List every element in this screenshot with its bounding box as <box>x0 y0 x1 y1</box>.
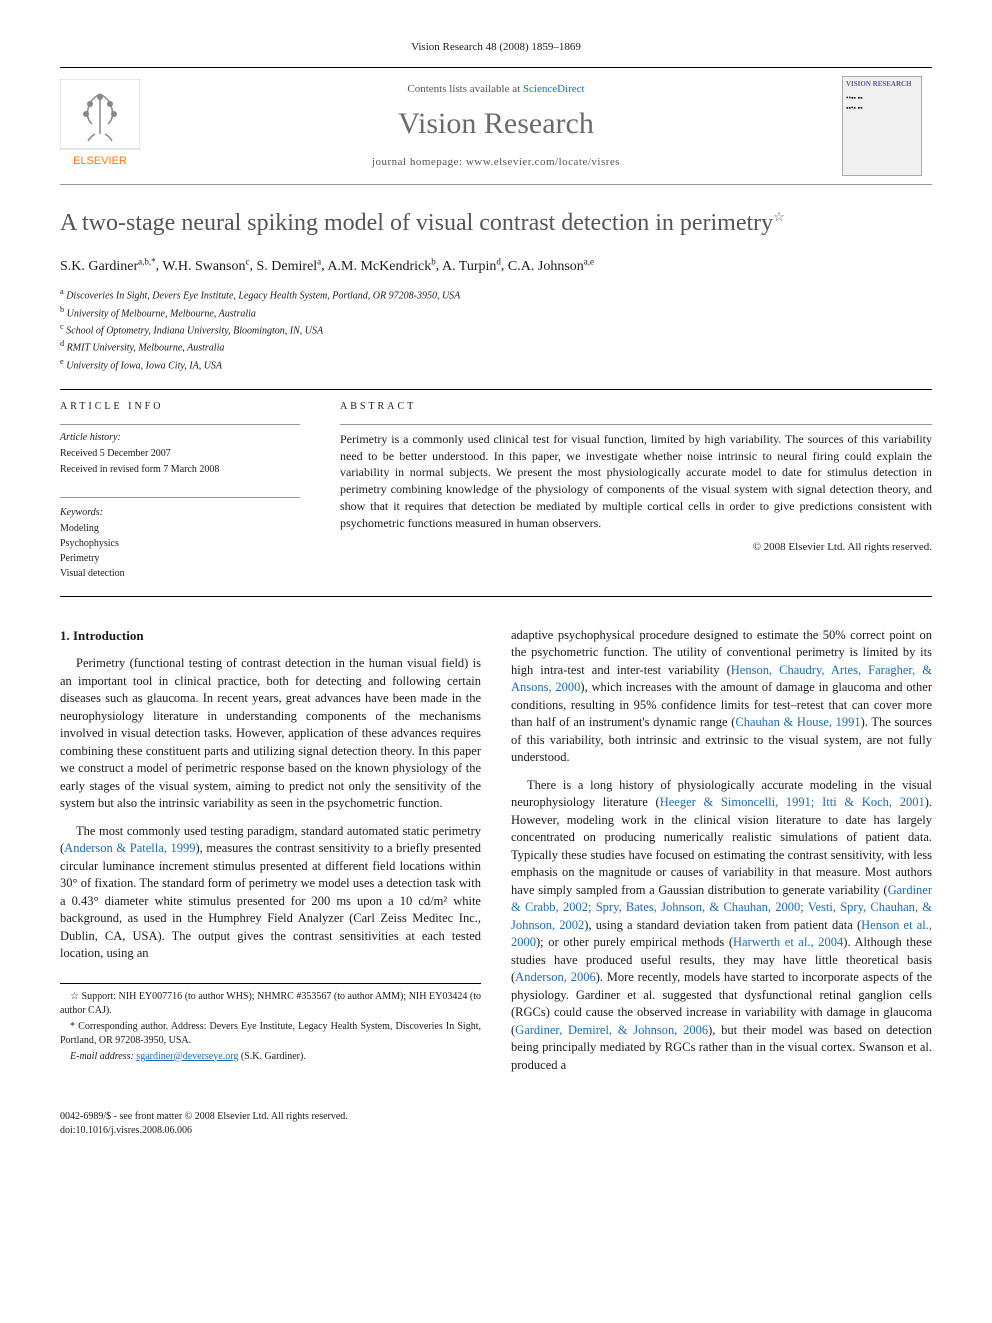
affiliation-line: d RMIT University, Melbourne, Australia <box>60 338 932 355</box>
author-affil-sup: a,e <box>584 256 594 266</box>
affil-sup: a <box>60 287 64 296</box>
email-label: E-mail address: <box>70 1051 136 1062</box>
footnote-corresponding: * Corresponding author. Address: Devers … <box>60 1020 481 1048</box>
author-affil-sup: b <box>431 256 436 266</box>
contents-available-line: Contents lists available at ScienceDirec… <box>150 82 842 97</box>
title-footnote-marker: ☆ <box>773 209 785 224</box>
author-affil-sup: c <box>246 256 250 266</box>
author-list: S.K. Gardinera,b,*, W.H. Swansonc, S. De… <box>60 255 932 276</box>
top-rule <box>60 67 932 68</box>
homepage-url: www.elsevier.com/locate/visres <box>466 156 620 168</box>
author-affil-sup: a,b,* <box>138 256 156 266</box>
sciencedirect-link[interactable]: ScienceDirect <box>523 83 585 95</box>
footnotes-block: ☆ Support: NIH EY007716 (to author WHS);… <box>60 983 481 1064</box>
page-footer: 0042-6989/$ - see front matter © 2008 El… <box>60 1104 932 1138</box>
ref-chauhan-1991[interactable]: Chauhan & House, 1991 <box>735 715 860 729</box>
affiliation-line: a Discoveries In Sight, Devers Eye Insti… <box>60 286 932 303</box>
article-title-text: A two-stage neural spiking model of visu… <box>60 210 773 236</box>
keyword-item: Modeling <box>60 522 300 536</box>
email-link[interactable]: sgardiner@deverseye.org <box>136 1051 238 1062</box>
author: C.A. Johnsona,e <box>508 259 594 274</box>
ref-heeger-itti[interactable]: Heeger & Simoncelli, 1991; Itti & Koch, … <box>660 795 925 809</box>
journal-banner: ELSEVIER Contents lists available at Sci… <box>60 76 932 185</box>
footnote-support: ☆ Support: NIH EY007716 (to author WHS);… <box>60 990 481 1018</box>
footer-front-matter: 0042-6989/$ - see front matter © 2008 El… <box>60 1110 348 1124</box>
footnote-email: E-mail address: sgardiner@deverseye.org … <box>60 1050 481 1064</box>
section-1-heading: 1. Introduction <box>60 627 481 645</box>
author: A.M. McKendrickb <box>327 259 435 274</box>
affiliation-line: e University of Iowa, Iowa City, IA, USA <box>60 356 932 373</box>
author: S. Demirela <box>257 259 322 274</box>
affil-sup: b <box>60 305 64 314</box>
ref-anderson-2006[interactable]: Anderson, 2006 <box>515 970 596 984</box>
journal-name: Vision Research <box>150 103 842 145</box>
author: A. Turpind <box>442 259 501 274</box>
p2-text-b: ), measures the contrast sensitivity to … <box>60 841 481 960</box>
contents-prefix: Contents lists available at <box>407 83 522 95</box>
keywords-label: Keywords: <box>60 506 300 520</box>
received-date: Received 5 December 2007 <box>60 447 300 461</box>
abstract-text: Perimetry is a commonly used clinical te… <box>340 431 932 532</box>
author-affil-sup: a <box>317 256 321 266</box>
email-suffix: (S.K. Gardiner). <box>238 1051 305 1062</box>
affil-sup: c <box>60 322 64 331</box>
intro-paragraph-1: Perimetry (functional testing of contras… <box>60 655 481 813</box>
keyword-item: Psychophysics <box>60 537 300 551</box>
publisher-logo-block: ELSEVIER <box>60 79 150 174</box>
column-left: 1. Introduction Perimetry (functional te… <box>60 627 481 1085</box>
author-affil-sup: d <box>496 256 501 266</box>
body-two-column: 1. Introduction Perimetry (functional te… <box>60 627 932 1085</box>
keyword-item: Visual detection <box>60 567 300 581</box>
header-citation: Vision Research 48 (2008) 1859–1869 <box>60 40 932 55</box>
elsevier-logo-text: ELSEVIER <box>73 155 127 167</box>
affiliations-list: a Discoveries In Sight, Devers Eye Insti… <box>60 286 932 373</box>
revised-date: Received in revised form 7 March 2008 <box>60 463 300 477</box>
c2p2-d: ); or other purely empirical methods ( <box>536 935 733 949</box>
author: S.K. Gardinera,b,* <box>60 259 156 274</box>
col2-paragraph-2: There is a long history of physiological… <box>511 777 932 1075</box>
footer-doi: doi:10.1016/j.visres.2008.06.006 <box>60 1124 348 1138</box>
affil-sup: e <box>60 357 64 366</box>
ref-anderson-1999[interactable]: Anderson & Patella, 1999 <box>64 841 195 855</box>
journal-homepage-line: journal homepage: www.elsevier.com/locat… <box>150 155 842 170</box>
ref-gardiner-2006[interactable]: Gardiner, Demirel, & Johnson, 2006 <box>515 1023 708 1037</box>
abstract-heading: ABSTRACT <box>340 400 932 414</box>
journal-cover-thumbnail: VISION RESEARCH ••▪▪ ▪▪ ▪▪•▪ ▪▪ <box>842 76 922 176</box>
affil-sup: d <box>60 339 64 348</box>
article-title: A two-stage neural spiking model of visu… <box>60 207 932 241</box>
article-info-heading: ARTICLE INFO <box>60 400 300 414</box>
author: W.H. Swansonc <box>162 259 249 274</box>
column-right: adaptive psychophysical procedure design… <box>511 627 932 1085</box>
keyword-item: Perimetry <box>60 552 300 566</box>
col2-paragraph-1: adaptive psychophysical procedure design… <box>511 627 932 767</box>
affiliation-line: c School of Optometry, Indiana Universit… <box>60 321 932 338</box>
cover-title-text: VISION RESEARCH <box>846 80 918 90</box>
c2p2-b: ). However, modeling work in the clinica… <box>511 795 932 897</box>
abstract-block: ABSTRACT Perimetry is a commonly used cl… <box>340 400 932 582</box>
history-label: Article history: <box>60 431 300 445</box>
c2p2-c: ), using a standard deviation taken from… <box>584 918 861 932</box>
intro-paragraph-2: The most commonly used testing paradigm,… <box>60 823 481 963</box>
elsevier-tree-logo-icon: ELSEVIER <box>60 79 140 169</box>
info-rule <box>60 389 932 390</box>
abstract-copyright: © 2008 Elsevier Ltd. All rights reserved… <box>340 540 932 555</box>
homepage-prefix: journal homepage: <box>372 156 466 168</box>
ref-harwerth-2004[interactable]: Harwerth et al., 2004 <box>733 935 843 949</box>
affiliation-line: b University of Melbourne, Melbourne, Au… <box>60 304 932 321</box>
article-info-block: ARTICLE INFO Article history: Received 5… <box>60 400 300 582</box>
